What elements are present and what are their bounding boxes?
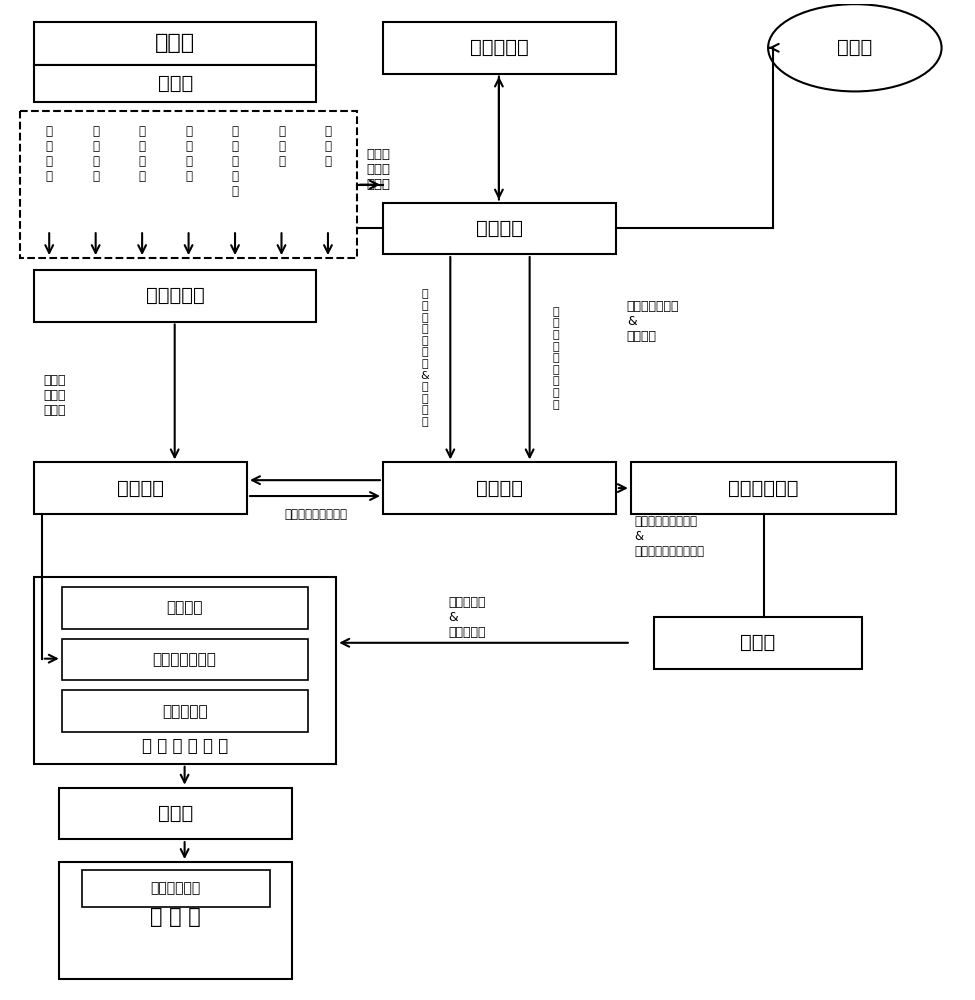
Text: 当
前
转
矩: 当 前 转 矩 bbox=[93, 125, 99, 183]
Bar bbox=[383, 22, 616, 74]
Text: 传感器: 传感器 bbox=[158, 74, 193, 93]
Text: 发动机实时状态信息
&
发动机需求转矩和转速: 发动机实时状态信息 & 发动机需求转矩和转速 bbox=[635, 515, 705, 558]
Text: 油门执行机构: 油门执行机构 bbox=[150, 881, 201, 895]
Text: 节
气
门
开
度: 节 气 门 开 度 bbox=[231, 125, 239, 198]
Bar bbox=[34, 65, 317, 102]
Text: 当
前
转
速: 当 前 转 速 bbox=[46, 125, 53, 183]
Text: 其他智能体: 其他智能体 bbox=[470, 38, 528, 57]
Bar bbox=[653, 617, 862, 669]
Text: 传感器模块: 传感器模块 bbox=[146, 286, 205, 305]
Text: 规划器: 规划器 bbox=[740, 633, 775, 652]
Text: 协作模块: 协作模块 bbox=[476, 479, 523, 498]
Text: 发 动 机: 发 动 机 bbox=[150, 907, 201, 927]
Text: 喷油量控制: 喷油量控制 bbox=[162, 704, 208, 719]
Text: 变
速
器
当
前
档
位
信
息: 变 速 器 当 前 档 位 信 息 bbox=[552, 307, 559, 410]
Text: 熄火控制: 熄火控制 bbox=[167, 601, 203, 616]
Bar bbox=[61, 587, 307, 629]
Bar bbox=[383, 462, 616, 514]
Ellipse shape bbox=[768, 4, 942, 91]
Text: 效应器: 效应器 bbox=[158, 804, 193, 823]
Text: 发动机: 发动机 bbox=[155, 33, 195, 53]
Bar bbox=[383, 202, 616, 254]
Text: 反应模块: 反应模块 bbox=[117, 479, 164, 498]
Bar bbox=[61, 639, 307, 680]
Bar bbox=[34, 577, 336, 764]
Bar bbox=[34, 22, 317, 65]
Text: 数据库: 数据库 bbox=[838, 38, 873, 57]
Text: 发动机期望转矩
&
期望转速: 发动机期望转矩 & 期望转速 bbox=[627, 300, 680, 343]
Text: 响应转矩值
&
响应转速值: 响应转矩值 & 响应转速值 bbox=[448, 596, 486, 639]
Text: 制
动
信
号: 制 动 信 号 bbox=[138, 125, 145, 183]
Text: 电子节气门控制: 电子节气门控制 bbox=[153, 652, 216, 667]
Bar bbox=[34, 270, 317, 322]
Bar bbox=[82, 870, 270, 907]
Text: 通信模块: 通信模块 bbox=[476, 219, 523, 238]
Bar bbox=[631, 462, 896, 514]
Text: 局部规划模块: 局部规划模块 bbox=[728, 479, 799, 498]
Text: 功 能 单 元 模 块: 功 能 单 元 模 块 bbox=[142, 737, 228, 755]
Text: 喷
油
量: 喷 油 量 bbox=[278, 125, 285, 168]
Bar bbox=[58, 788, 292, 839]
Bar bbox=[58, 862, 292, 979]
Text: 气
缸
温
度: 气 缸 温 度 bbox=[185, 125, 192, 183]
Text: 发
动
机
需
求
转
矩
&
需
求
转
速: 发 动 机 需 求 转 矩 & 需 求 转 速 bbox=[420, 289, 429, 427]
Bar bbox=[20, 111, 357, 258]
Text: 进
气
量: 进 气 量 bbox=[325, 125, 332, 168]
Bar bbox=[34, 462, 247, 514]
Text: 发动机实时状态信息: 发动机实时状态信息 bbox=[284, 508, 347, 521]
Text: 发动机
实时状
态信息: 发动机 实时状 态信息 bbox=[366, 148, 390, 191]
Text: 发动机
实时状
态信息: 发动机 实时状 态信息 bbox=[44, 374, 66, 417]
Bar bbox=[61, 690, 307, 732]
